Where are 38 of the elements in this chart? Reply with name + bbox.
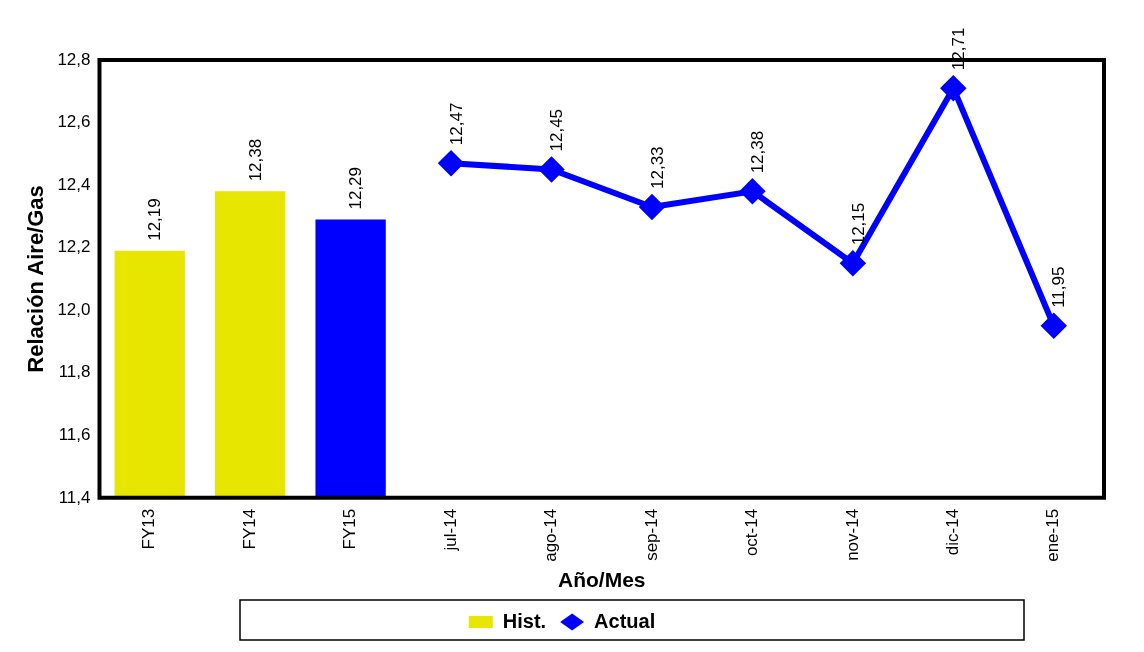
point <box>941 76 966 101</box>
x-tick-label: jul-14 <box>440 508 460 552</box>
y-tick-label: 12,8 <box>57 49 91 69</box>
legend-label: Actual <box>594 609 656 632</box>
y-tick-label: 12,2 <box>57 237 91 257</box>
x-tick-label: FY14 <box>239 508 259 550</box>
y-tick-label: 11,6 <box>58 425 91 444</box>
data-label: 12,33 <box>647 146 667 189</box>
y-tick-label: 12,6 <box>57 112 91 132</box>
y-tick-label: 12,0 <box>57 299 91 319</box>
point <box>740 179 765 204</box>
data-label: 12,19 <box>145 198 165 241</box>
data-label: 11,95 <box>1049 266 1069 308</box>
x-tick-label: ene-15 <box>1043 508 1063 562</box>
y-tick-label: 11,8 <box>58 362 91 382</box>
point <box>840 251 865 276</box>
point <box>439 151 464 176</box>
data-label: 12,45 <box>547 108 567 152</box>
x-tick-label: dic-14 <box>943 508 963 556</box>
data-label: 12,38 <box>245 138 265 182</box>
point <box>639 195 664 219</box>
data-label: 12,47 <box>446 102 466 146</box>
data-label: 12,15 <box>848 202 868 246</box>
y-tick-label: 11,4 <box>58 487 91 507</box>
data-label: 12,29 <box>346 166 366 210</box>
legend-label: Hist. <box>502 609 547 632</box>
y-tick-label: 12,4 <box>57 174 91 194</box>
y-axis-title: Relación Aire/Gas <box>23 185 49 373</box>
x-tick-label: FY15 <box>340 508 360 550</box>
x-tick-label: FY13 <box>139 508 159 550</box>
x-axis-title: Año/Mes <box>557 568 646 592</box>
x-tick-label: nov-14 <box>842 508 862 561</box>
data-label: 12,38 <box>748 130 768 174</box>
x-tick-label: oct-14 <box>742 508 762 557</box>
x-tick-label: ago-14 <box>541 508 561 562</box>
point <box>1041 313 1066 338</box>
x-tick-label: sep-14 <box>641 508 661 561</box>
point <box>539 157 564 182</box>
